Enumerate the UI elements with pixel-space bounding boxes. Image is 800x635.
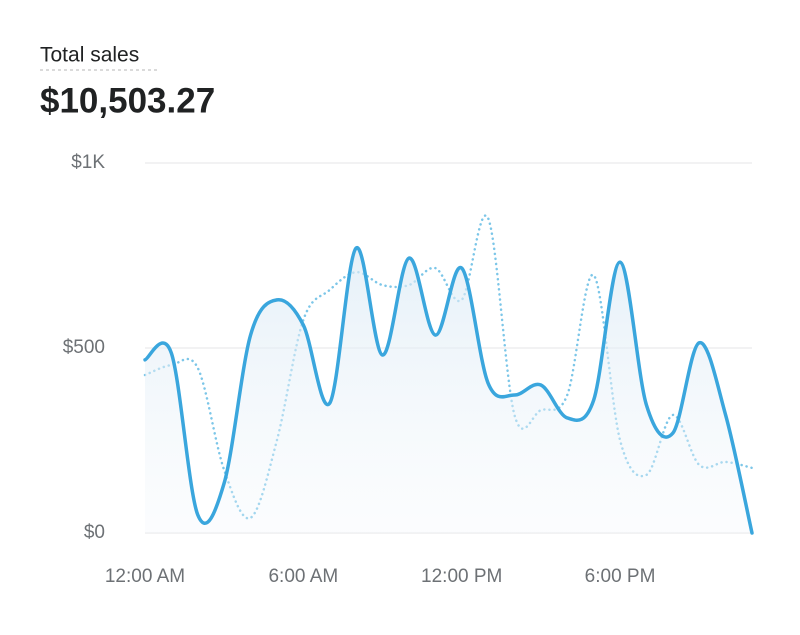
y-tick-label: $500 [63,337,105,358]
x-tick-label: 6:00 AM [268,566,338,587]
series-area [145,247,752,534]
x-tick-label: 6:00 PM [585,566,656,587]
y-tick-label: $1K [71,152,105,173]
x-tick-label: 12:00 PM [421,566,502,587]
y-tick-label: $0 [84,522,105,543]
series-line [143,246,754,535]
chart-title: Total sales [40,44,139,67]
x-tick-label: 12:00 AM [105,566,185,587]
total-value: $10,503.27 [40,81,215,120]
